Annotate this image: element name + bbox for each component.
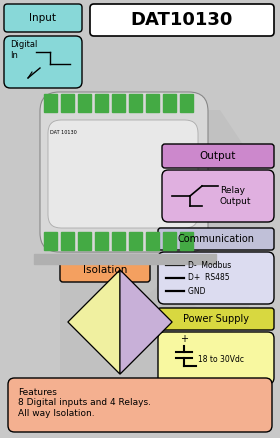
Text: Power Supply: Power Supply xyxy=(183,314,249,324)
Bar xyxy=(163,232,176,250)
Bar xyxy=(95,94,108,112)
Bar xyxy=(44,232,57,250)
FancyBboxPatch shape xyxy=(158,332,274,384)
Bar xyxy=(163,94,176,112)
Bar xyxy=(112,232,125,250)
Text: 18 to 30Vdc: 18 to 30Vdc xyxy=(198,356,244,364)
Text: GND: GND xyxy=(188,286,210,296)
Text: Isolation: Isolation xyxy=(83,265,127,275)
FancyBboxPatch shape xyxy=(90,4,274,36)
Polygon shape xyxy=(68,270,172,322)
Bar xyxy=(129,94,142,112)
FancyBboxPatch shape xyxy=(4,4,82,32)
FancyBboxPatch shape xyxy=(158,228,274,250)
Text: Output: Output xyxy=(200,151,236,161)
FancyBboxPatch shape xyxy=(60,258,150,282)
FancyBboxPatch shape xyxy=(4,36,82,88)
Text: DAT10130: DAT10130 xyxy=(131,11,233,29)
FancyBboxPatch shape xyxy=(162,170,274,222)
FancyBboxPatch shape xyxy=(40,92,208,252)
Text: Relay
Output: Relay Output xyxy=(220,186,251,206)
FancyBboxPatch shape xyxy=(8,378,272,432)
Bar xyxy=(78,232,91,250)
FancyBboxPatch shape xyxy=(48,120,198,228)
Bar xyxy=(61,94,74,112)
Text: D-  Modbus: D- Modbus xyxy=(188,261,231,269)
Bar xyxy=(180,94,193,112)
Polygon shape xyxy=(120,270,172,374)
Bar xyxy=(95,232,108,250)
Polygon shape xyxy=(68,322,172,374)
Bar xyxy=(146,232,159,250)
FancyBboxPatch shape xyxy=(158,308,274,330)
Bar xyxy=(112,94,125,112)
Text: Digital
In: Digital In xyxy=(10,40,37,60)
Polygon shape xyxy=(60,110,260,380)
Bar xyxy=(146,94,159,112)
Bar xyxy=(61,232,74,250)
Bar xyxy=(78,94,91,112)
Text: Communication: Communication xyxy=(178,234,255,244)
Text: +: + xyxy=(180,334,188,344)
Polygon shape xyxy=(68,270,120,374)
Text: Features
8 Digital inputs and 4 Relays.
All way Isolation.: Features 8 Digital inputs and 4 Relays. … xyxy=(18,388,151,418)
Bar xyxy=(129,232,142,250)
Text: D+  RS485: D+ RS485 xyxy=(188,273,230,283)
FancyBboxPatch shape xyxy=(158,252,274,304)
Polygon shape xyxy=(130,280,200,340)
Bar xyxy=(34,254,216,264)
Text: Input: Input xyxy=(29,13,57,23)
Bar xyxy=(180,232,193,250)
Bar xyxy=(44,94,57,112)
Text: DAT 10130: DAT 10130 xyxy=(50,130,77,134)
FancyBboxPatch shape xyxy=(162,144,274,168)
Polygon shape xyxy=(130,160,200,230)
